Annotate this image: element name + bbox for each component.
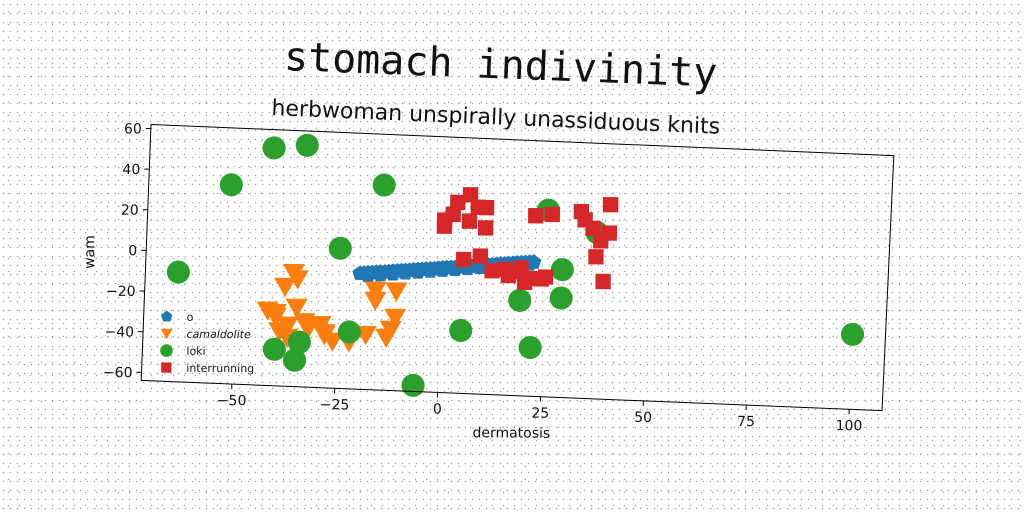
point-interrunning [450,194,466,211]
y-tick-label: 60 [124,121,142,137]
point-interrunning [516,274,533,291]
y-tick-label: −40 [104,324,134,340]
point-interrunning [595,273,611,290]
point-loki [337,320,361,344]
point-interrunning [593,233,609,249]
point-o [360,267,376,283]
y-axis-ticks: 60 40 20 0 −20 −40 −60 [103,121,151,381]
point-loki [287,330,311,354]
point-loki [401,373,425,397]
legend-marker-interrunning [161,362,172,373]
point-o [422,263,438,278]
point-camaldolite [364,281,387,301]
x-tick-label: −50 [217,393,247,409]
point-camaldolite [285,298,308,318]
point-loki [166,260,190,284]
point-o [410,264,426,279]
y-tick-label: −20 [106,284,136,300]
point-camaldolite [276,316,299,336]
point-interrunning [472,248,489,264]
legend: o camaldolite loki interrunning [160,310,254,375]
point-loki [282,348,307,372]
point-camaldolite [384,308,407,329]
legend-marker-camaldolite [160,328,173,340]
point-interrunning [528,208,544,224]
point-interrunning [496,261,513,278]
y-tick-label: 20 [121,203,139,219]
point-interrunning [585,220,601,237]
legend-label-o: o [187,311,194,324]
point-camaldolite [286,270,309,290]
x-tick-label: 50 [634,410,652,426]
point-camaldolite [364,291,387,311]
legend-marker-o [160,310,173,322]
x-tick-label: 25 [531,406,549,422]
point-loki [508,288,532,312]
point-interrunning [455,251,472,268]
point-o [372,266,389,282]
point-interrunning [478,199,495,216]
y-tick-label: 40 [122,162,140,178]
point-interrunning [477,220,494,236]
point-interrunning [461,213,478,229]
point-loki [550,258,574,282]
point-loki [372,173,396,197]
point-camaldolite [274,277,297,298]
point-loki [840,322,865,346]
x-tick-label: −25 [320,397,350,413]
point-camaldolite [385,282,408,302]
point-loki [549,286,573,310]
legend-label-camaldolite: camaldolite [186,328,251,341]
legend-marker-loki [160,344,173,357]
point-loki [518,335,542,360]
point-loki [295,133,319,157]
chart-marks [166,133,865,397]
point-loki [219,173,243,197]
x-tick-label: 100 [836,418,863,434]
point-o [385,266,401,281]
point-interrunning [484,263,500,279]
x-axis-ticks: −50 −25 0 25 50 75 100 [217,384,863,434]
y-tick-label: −60 [103,365,133,381]
axes-frame [140,123,895,412]
legend-label-interrunning: interrunning [186,362,254,375]
legend-label-loki: loki [186,345,205,358]
x-tick-label: 0 [433,401,442,417]
point-interrunning [588,249,604,265]
plot-area: −50 −25 0 25 50 75 100 60 40 20 0 −20 −40 −60 dermat… [82,121,895,442]
point-loki [449,318,473,343]
point-interrunning [537,269,554,285]
x-axis-label: dermatosis [472,425,550,442]
point-loki [328,236,352,260]
point-interrunning [462,187,479,203]
y-axis-label: wam [82,235,98,269]
point-loki [262,337,286,361]
point-interrunning [513,260,529,276]
point-interrunning [602,196,619,213]
y-tick-label: 0 [128,243,137,259]
point-o [397,265,413,280]
point-loki [262,136,286,160]
point-camaldolite [264,303,287,324]
point-interrunning [436,212,453,228]
point-camaldolite [313,326,336,346]
point-interrunning [544,206,561,223]
point-camaldolite [375,328,398,349]
x-tick-label: 75 [737,414,755,430]
point-o [435,262,451,277]
